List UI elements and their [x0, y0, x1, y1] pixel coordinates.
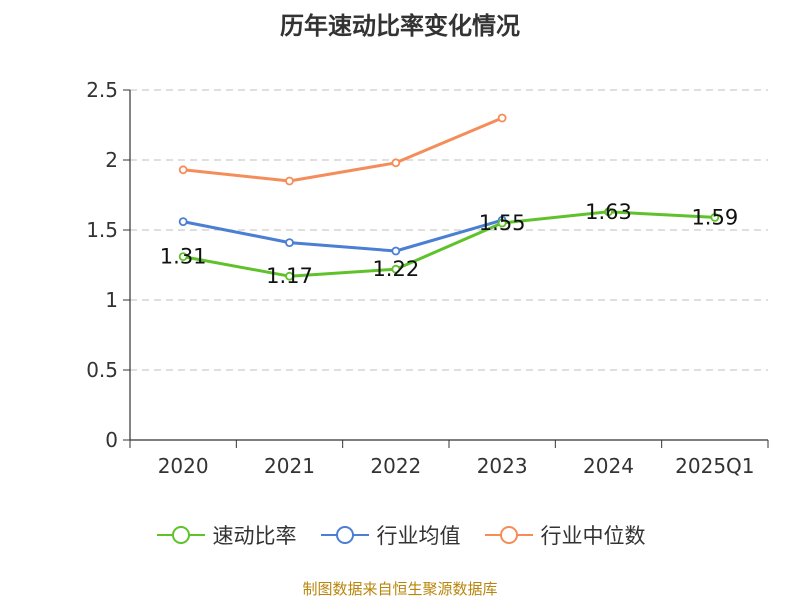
x-tick-label: 2023	[477, 454, 528, 478]
data-point	[285, 176, 294, 186]
data-point	[497, 113, 507, 123]
series-line-1	[182, 218, 503, 253]
y-tick-label: 1.5	[86, 218, 118, 242]
x-tick-label: 2025Q1	[675, 454, 754, 478]
data-point	[391, 246, 401, 256]
data-point	[285, 238, 294, 248]
legend-label: 速动比率	[212, 524, 297, 548]
y-tick-label: 2.5	[86, 78, 118, 102]
data-point	[391, 158, 401, 168]
data-point	[710, 212, 720, 222]
data-source-note: 制图数据来自恒生聚源数据库	[302, 580, 498, 598]
data-label: 1.17	[266, 264, 313, 288]
data-label: 1.63	[585, 200, 632, 224]
y-tick-label: 1	[105, 288, 118, 312]
legend-item-industry-median[interactable]: 行业中位数	[483, 520, 646, 550]
legend-marker-industry-mean	[320, 526, 369, 544]
data-point	[178, 165, 188, 175]
x-tick-label: 2022	[370, 454, 421, 478]
y-tick-label: 2	[105, 148, 118, 172]
legend-item-quick-ratio[interactable]: 速动比率	[155, 520, 297, 550]
data-label: 1.31	[160, 245, 207, 269]
series-line-0	[182, 210, 715, 278]
data-label: 1.59	[691, 205, 738, 229]
chart-title: 历年速动比率变化情况	[280, 12, 520, 40]
data-label: 1.55	[479, 211, 526, 235]
legend: 速动比率 行业均值 行业中位数	[0, 520, 800, 550]
data-label: 1.22	[372, 257, 419, 281]
legend-item-industry-mean[interactable]: 行业均值	[319, 520, 461, 550]
data-point	[391, 264, 401, 274]
y-tick-label: 0	[105, 428, 118, 452]
data-point	[285, 271, 294, 281]
data-point	[497, 218, 507, 228]
legend-label: 行业均值	[376, 524, 461, 548]
y-tick-label: 0.5	[86, 358, 118, 382]
legend-label: 行业中位数	[540, 524, 646, 548]
data-point	[178, 252, 188, 262]
x-tick-label: 2020	[158, 454, 209, 478]
legend-marker-quick-ratio	[156, 526, 205, 544]
data-point	[178, 217, 188, 227]
series-line-2	[183, 116, 503, 183]
x-tick-label: 2024	[583, 454, 634, 478]
x-tick-label: 2021	[264, 454, 315, 478]
data-point	[604, 207, 613, 217]
legend-marker-industry-median	[484, 526, 533, 544]
